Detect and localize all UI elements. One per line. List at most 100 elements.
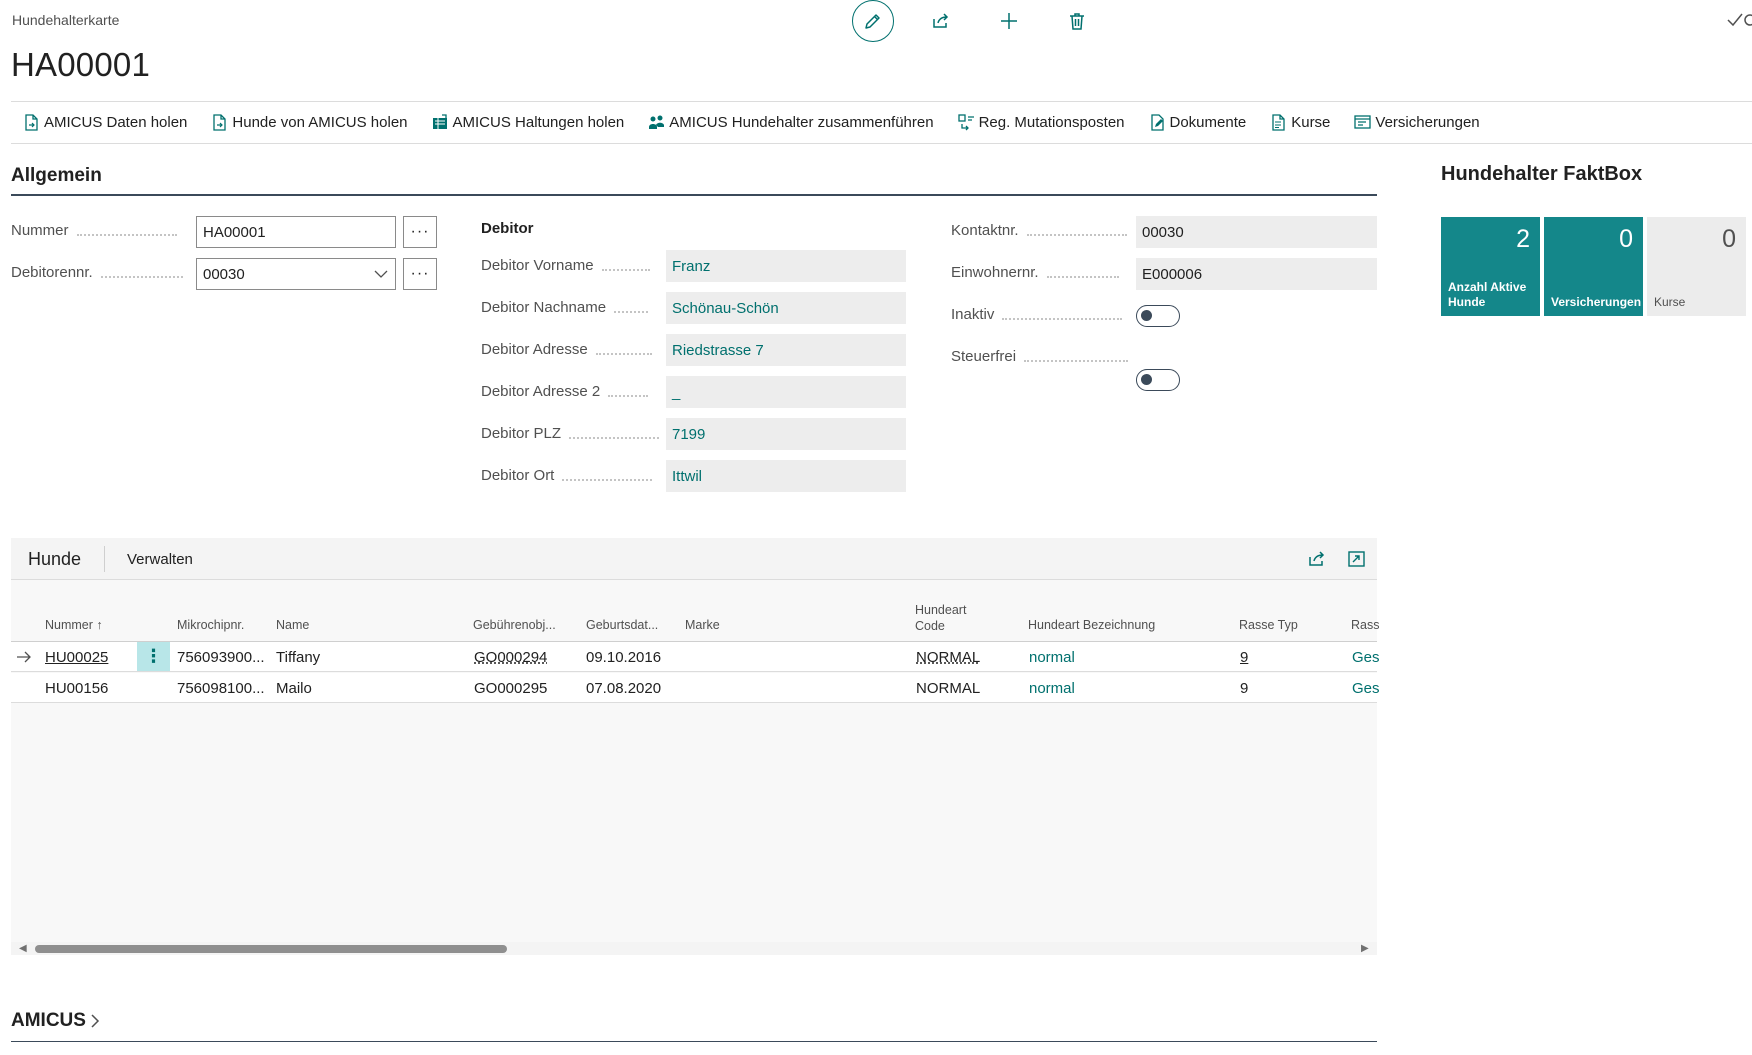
cell-hundeart-code[interactable]: NORMAL	[916, 649, 981, 666]
tile-value: 0	[1722, 225, 1736, 253]
action-label: Reg. Mutationsposten	[978, 114, 1125, 131]
amicus-hundehalter-zusammenfuehren-action[interactable]: AMICUS Hundehalter zusammenführen	[648, 114, 934, 131]
scrollbar-thumb[interactable]	[35, 945, 507, 953]
add-icon	[1001, 13, 1017, 29]
col-gebuehrenobjekt[interactable]: Gebührenobj...	[473, 618, 556, 632]
share-button[interactable]	[920, 0, 962, 42]
nummer-assist-button[interactable]: ···	[403, 216, 437, 248]
debitor-adresse-value[interactable]: Riedstrasse 7	[666, 334, 906, 366]
policy-icon	[1354, 115, 1372, 129]
cell-rasse[interactable]: Ges	[1352, 649, 1380, 666]
cell-gebuehrenobjekt[interactable]: GO000294	[474, 649, 548, 666]
tab-verwalten[interactable]: Verwalten	[127, 551, 193, 568]
debitor-adresse-label: Debitor Adresse	[481, 341, 652, 358]
col-name[interactable]: Name	[276, 618, 310, 632]
col-hundeart-bezeichnung[interactable]: Hundeart Bezeichnung	[1028, 618, 1156, 632]
section-title-amicus[interactable]: AMICUS	[11, 1010, 101, 1032]
grid-header-divider	[11, 641, 1377, 642]
cell-mikrochipnr[interactable]: 756093900...	[177, 649, 265, 666]
debitor-plz-value[interactable]: 7199	[666, 418, 906, 450]
dokumente-action[interactable]: Dokumente	[1149, 114, 1246, 131]
hunde-von-amicus-holen-action[interactable]: Hunde von AMICUS holen	[211, 114, 408, 131]
col-geburtsdatum[interactable]: Geburtsdat...	[586, 618, 659, 632]
steuerfrei-toggle[interactable]	[1136, 369, 1180, 391]
cell-rasse-typ[interactable]: 9	[1240, 649, 1249, 666]
horizontal-scrollbar[interactable]: ◀ ▶	[11, 942, 1377, 955]
cell-name[interactable]: Tiffany	[276, 649, 321, 666]
cell-hundeart-bezeichnung[interactable]: normal	[1029, 649, 1075, 666]
arrow-right-icon	[17, 651, 31, 663]
versicherungen-action[interactable]: Versicherungen	[1354, 114, 1480, 131]
col-nummer[interactable]: Nummer ↑	[45, 618, 103, 632]
saved-check-button[interactable]	[1726, 8, 1752, 32]
debitor-plz-label: Debitor PLZ	[481, 425, 660, 442]
action-label: AMICUS Haltungen holen	[452, 114, 625, 131]
chevron-down-icon	[374, 270, 388, 278]
share-icon	[933, 13, 949, 28]
tile-anzahl-aktive-hunde[interactable]: 2 Anzahl Aktive Hunde	[1441, 217, 1540, 316]
einwohnernr-value[interactable]: E000006	[1136, 258, 1377, 290]
table-row[interactable]: HU00025 ⋮ 756093900... Tiffany GO000294 …	[11, 642, 1380, 672]
inaktiv-toggle[interactable]	[1136, 305, 1180, 327]
tile-value: 0	[1619, 225, 1633, 253]
cell-hundeart-code[interactable]: NORMAL	[916, 680, 981, 697]
debitor-nachname-value[interactable]: Schönau-Schön	[666, 292, 906, 324]
document-import-icon	[25, 114, 38, 131]
delete-button[interactable]	[1056, 0, 1098, 42]
reg-mutationsposten-action[interactable]: Reg. Mutationsposten	[957, 114, 1125, 131]
col-rasse[interactable]: Rass	[1351, 618, 1380, 632]
kontaktnr-value[interactable]: 00030	[1136, 216, 1377, 248]
tab-hunde[interactable]: Hunde	[28, 549, 82, 569]
cell-gebuehrenobjekt[interactable]: GO000295	[474, 680, 548, 697]
document-list-icon	[1272, 114, 1285, 131]
edit-icon	[865, 14, 880, 29]
cell-nummer[interactable]: HU00156	[45, 680, 109, 697]
scroll-left-icon[interactable]: ◀	[19, 943, 27, 954]
debitor-ort-value[interactable]: Ittwil	[666, 460, 906, 492]
cell-nummer[interactable]: HU00025	[45, 649, 109, 666]
table-row[interactable]: HU00156 756098100... Mailo GO000295 07.0…	[11, 673, 1380, 703]
section-title-allgemein[interactable]: Allgemein	[11, 165, 102, 186]
amicus-haltungen-holen-action[interactable]: AMICUS Haltungen holen	[432, 114, 625, 131]
action-label: Kurse	[1291, 114, 1331, 131]
cell-rasse-typ[interactable]: 9	[1240, 680, 1249, 697]
debitor-adresse2-value[interactable]: _	[666, 376, 906, 408]
col-hundeart-code[interactable]: Hundeart Code	[915, 603, 967, 633]
add-button[interactable]	[988, 0, 1030, 42]
document-import-icon	[213, 114, 227, 131]
hunde-subpage-header: Hunde Verwalten	[11, 538, 1377, 580]
delete-icon	[1070, 13, 1084, 30]
register-icon	[957, 114, 974, 131]
tile-value: 2	[1516, 225, 1530, 253]
chevron-right-icon	[91, 1014, 100, 1028]
debitor-adresse2-label: Debitor Adresse 2	[481, 383, 649, 400]
debitor-vorname-value[interactable]: Franz	[666, 250, 906, 282]
tile-label: Versicherungen	[1551, 295, 1642, 309]
edit-button[interactable]	[852, 0, 894, 42]
cell-hundeart-bezeichnung[interactable]: normal	[1029, 680, 1075, 697]
scroll-right-icon[interactable]: ▶	[1361, 943, 1369, 954]
expand-icon[interactable]	[1347, 549, 1367, 569]
kontaktnr-label: Kontaktnr.	[951, 222, 1127, 239]
kurse-action[interactable]: Kurse	[1270, 114, 1330, 131]
tile-versicherungen[interactable]: 0 Versicherungen	[1544, 217, 1643, 316]
debitorennr-assist-button[interactable]: ···	[403, 258, 437, 290]
page-title: HA00001	[11, 46, 151, 83]
nummer-label: Nummer	[11, 222, 177, 239]
action-label: Hunde von AMICUS holen	[232, 114, 408, 131]
col-mikrochipnr[interactable]: Mikrochipnr.	[177, 618, 245, 632]
cell-name[interactable]: Mailo	[276, 680, 312, 697]
cell-geburtsdatum[interactable]: 07.08.2020	[586, 680, 662, 697]
col-marke[interactable]: Marke	[685, 618, 720, 632]
cell-geburtsdatum[interactable]: 09.10.2016	[586, 649, 662, 666]
nummer-input[interactable]: HA00001	[196, 216, 396, 248]
share-icon[interactable]	[1307, 549, 1327, 569]
row-menu-button[interactable]: ⋮	[137, 642, 170, 671]
people-merge-icon	[649, 115, 665, 129]
cell-mikrochipnr[interactable]: 756098100...	[177, 680, 265, 697]
tile-kurse[interactable]: 0 Kurse	[1647, 217, 1746, 316]
debitorennr-select[interactable]: 00030	[196, 258, 396, 290]
col-rasse-typ[interactable]: Rasse Typ	[1239, 618, 1298, 632]
cell-rasse[interactable]: Ges	[1352, 680, 1380, 697]
amicus-daten-holen-action[interactable]: AMICUS Daten holen	[23, 114, 187, 131]
